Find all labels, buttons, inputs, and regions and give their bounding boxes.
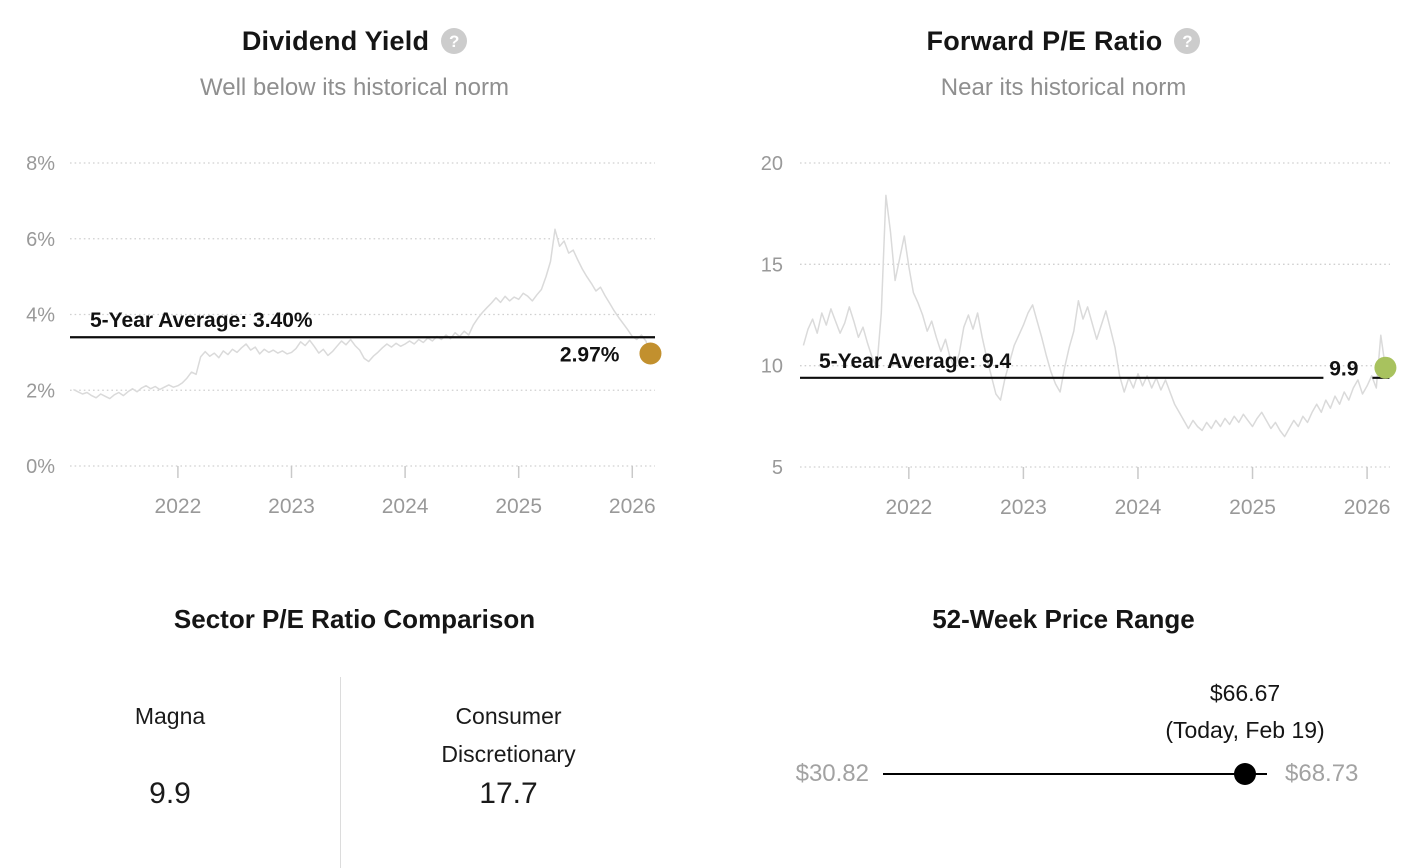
x-axis-tick-label: 2024 <box>1115 496 1162 519</box>
series-line <box>802 194 1387 438</box>
sector-comparison-panel: Sector P/E Ratio Comparison Magna 9.9 Co… <box>0 560 709 868</box>
dividend-yield-panel: Dividend Yield ? Well below its historic… <box>0 0 709 560</box>
x-axis-tick-label: 2024 <box>382 495 429 518</box>
sector-column-value: 17.7 <box>479 777 538 810</box>
x-axis-tick-label: 2022 <box>155 495 202 518</box>
dividend-yield-chart: 0% 2% 4% 6% 8% 2022 2023 2024 2025 2026 5-Year Ave… <box>26 153 662 518</box>
series-line <box>73 228 652 400</box>
forward-pe-chart: 5 10 15 20 2022 2023 2024 2025 2026 5-Year Averag… <box>761 153 1397 519</box>
x-axis-tick-label: 2025 <box>495 495 542 518</box>
help-icon[interactable]: ? <box>1174 28 1201 54</box>
sector-column-value: 9.9 <box>149 777 191 810</box>
x-axis-tick-label: 2026 <box>1344 496 1391 519</box>
forward-pe-header: Forward P/E Ratio ? <box>709 22 1418 60</box>
high-price-label: $68.73 <box>1285 760 1359 787</box>
forward-pe-subtitle: Near its historical norm <box>940 74 1187 101</box>
sector-column-label: Consumer Discretionary <box>441 703 576 767</box>
sector-comparison-table: Magna 9.9 Consumer Discretionary 17.7 <box>0 677 709 868</box>
x-axis-tick-label: 2026 <box>609 495 656 518</box>
y-axis-tick-label: 10 <box>761 356 783 378</box>
x-axis-tick-label: 2023 <box>268 495 315 518</box>
y-axis-tick-label: 0% <box>26 456 55 478</box>
question-mark-glyph: ? <box>1182 31 1193 51</box>
y-axis-tick-label: 20 <box>761 153 783 175</box>
help-icon[interactable]: ? <box>441 28 468 54</box>
current-price-date: (Today, Feb 19) <box>1165 717 1325 743</box>
price-range-track <box>883 773 1267 775</box>
dividend-yield-header: Dividend Yield ? <box>0 22 709 60</box>
y-axis-tick-label: 2% <box>26 380 55 402</box>
question-mark-glyph: ? <box>448 31 460 51</box>
current-price-label: $66.67 <box>1209 680 1281 706</box>
column-divider <box>340 677 341 868</box>
current-value-dot <box>1374 356 1397 379</box>
current-value-dot <box>639 342 662 365</box>
current-value-label: 2.97% <box>560 344 620 367</box>
low-price-label: $30.82 <box>795 760 869 787</box>
average-value-label: 5-Year Average: 9.4 <box>819 350 1012 373</box>
average-value-label: 5-Year Average: 3.40% <box>90 309 313 332</box>
sector-column-label: Magna <box>134 703 206 729</box>
sector-column-magna: Magna 9.9 <box>0 677 340 868</box>
current-price-dot <box>1234 763 1256 785</box>
forward-pe-panel: Forward P/E Ratio ? Near its historical … <box>709 0 1418 560</box>
y-axis-tick-label: 4% <box>26 305 55 327</box>
x-axis-tick-label: 2022 <box>885 496 932 519</box>
y-axis-tick-label: 8% <box>26 153 55 175</box>
x-axis-tick-label: 2025 <box>1229 496 1276 519</box>
current-value-label: 9.9 <box>1329 358 1358 381</box>
forward-pe-title: Forward P/E Ratio <box>926 25 1163 56</box>
price-range-title: 52-Week Price Range <box>932 604 1195 634</box>
price-range-panel: 52-Week Price Range $66.67 (Today, Feb 1… <box>709 560 1418 868</box>
y-axis-tick-label: 6% <box>26 229 55 251</box>
dividend-yield-title: Dividend Yield <box>241 25 430 56</box>
sector-column-consumer-discretionary: Consumer Discretionary 17.7 <box>340 677 709 868</box>
y-axis-tick-label: 5 <box>772 457 783 479</box>
sector-comparison-title: Sector P/E Ratio Comparison <box>173 604 536 634</box>
x-axis-tick-label: 2023 <box>1000 496 1047 519</box>
y-axis-tick-label: 15 <box>761 254 783 276</box>
dividend-yield-subtitle: Well below its historical norm <box>200 74 509 101</box>
